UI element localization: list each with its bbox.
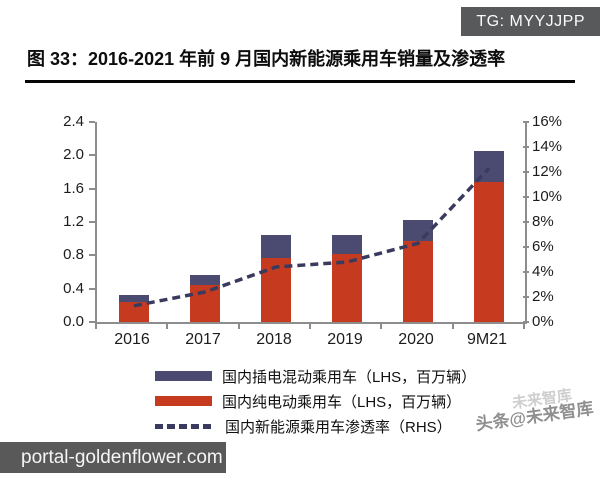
- right-axis-tick-mark: [523, 246, 529, 248]
- right-axis-tick-mark: [523, 171, 529, 173]
- right-axis-tick-mark: [523, 296, 529, 298]
- x-axis-category-label: 2017: [185, 331, 221, 348]
- left-axis-tick-label: 0.4: [63, 279, 84, 297]
- bar-segment-phev: [261, 234, 291, 258]
- legend-swatch-bar: [155, 371, 212, 381]
- legend-label: 国内插电混动乘用车（LHS，百万辆）: [222, 368, 477, 386]
- right-axis-tick-mark: [523, 196, 529, 198]
- right-axis-tick-mark: [523, 121, 529, 123]
- left-axis-tick-label: 0.0: [63, 313, 84, 330]
- x-axis-category-label: 9M21: [466, 331, 508, 348]
- x-axis-tick-mark: [95, 324, 97, 329]
- legend-label: 国内新能源乘用车渗透率（RHS）: [225, 418, 452, 436]
- bar-segment-bev: [474, 182, 504, 322]
- bar-segment-phev: [190, 275, 220, 285]
- x-axis-tick-mark: [523, 324, 525, 329]
- left-axis-tick-mark: [89, 187, 95, 190]
- right-axis-tick-mark: [523, 271, 529, 273]
- x-axis-category-label: 2016: [114, 331, 150, 348]
- x-axis-tick-mark: [380, 324, 383, 329]
- left-axis-tick-label: 1.2: [63, 213, 84, 230]
- x-axis-tick-mark: [166, 324, 169, 329]
- figure-title: 图 33：2016-2021 年前 9 月国内新能源乘用车销量及渗透率: [27, 49, 506, 69]
- right-axis-tick-mark: [523, 321, 529, 323]
- bar-segment-bev: [403, 241, 433, 322]
- legend-row: 国内纯电动乘用车（LHS，百万辆）: [155, 391, 476, 411]
- right-axis-tick-label: 10%: [532, 188, 563, 205]
- left-axis-tick-label: 0.8: [63, 246, 84, 264]
- left-axis-tick-mark: [89, 221, 95, 223]
- legend-label: 国内纯电动乘用车（LHS，百万辆）: [222, 393, 462, 411]
- right-axis-tick-label: 14%: [532, 138, 563, 155]
- left-axis-tick-mark: [89, 154, 95, 157]
- right-axis-tick-mark: [523, 146, 529, 148]
- legend-row: 国内新能源乘用车渗透率（RHS）: [155, 416, 476, 436]
- penetration-line-path: [133, 167, 491, 308]
- left-axis-tick-mark: [89, 321, 95, 323]
- x-axis-tick-mark: [309, 324, 311, 329]
- telegram-badge: TG: MYYJJPP: [461, 7, 600, 36]
- x-axis-category-label: 2020: [398, 331, 434, 348]
- right-axis-tick-label: 2%: [532, 288, 554, 305]
- right-axis-tick-label: 16%: [532, 113, 563, 130]
- right-axis-tick-mark: [523, 221, 529, 223]
- left-axis-tick-mark: [89, 254, 95, 257]
- right-axis-tick-label: 8%: [532, 213, 554, 230]
- bar-segment-bev: [332, 253, 362, 322]
- legend-swatch-bar: [155, 396, 212, 406]
- bar-segment-phev: [119, 295, 149, 302]
- title-underline: [25, 80, 575, 83]
- site-badge: portal-goldenflower.com: [0, 442, 226, 473]
- left-axis-tick-label: 1.6: [63, 179, 84, 197]
- right-axis-tick-label: 6%: [532, 238, 554, 255]
- chart-legend: 国内插电混动乘用车（LHS，百万辆） 国内纯电动乘用车（LHS，百万辆） 国内新能源…: [155, 366, 476, 441]
- legend-row: 国内插电混动乘用车（LHS，百万辆）: [155, 366, 476, 386]
- x-axis-tick-mark: [237, 324, 240, 329]
- bar-segment-bev: [119, 302, 149, 322]
- left-axis-tick-label: 2.0: [63, 146, 84, 164]
- left-axis-tick-label: 2.4: [63, 113, 84, 130]
- left-axis-tick-mark: [89, 287, 95, 290]
- left-axis-tick-mark: [89, 121, 95, 123]
- x-axis-tick-mark: [451, 324, 454, 329]
- right-axis-tick-label: 0%: [532, 313, 554, 330]
- penetration-dashed-line: [133, 167, 491, 308]
- right-axis-tick-label: 12%: [532, 163, 563, 180]
- bar-segment-phev: [332, 234, 362, 254]
- x-axis-category-label: 2018: [256, 331, 292, 348]
- right-axis-tick-label: 4%: [532, 263, 554, 280]
- legend-swatch-dashed-line: [155, 423, 215, 429]
- x-axis-category-label: 2019: [327, 331, 363, 348]
- plot-area: [95, 122, 527, 324]
